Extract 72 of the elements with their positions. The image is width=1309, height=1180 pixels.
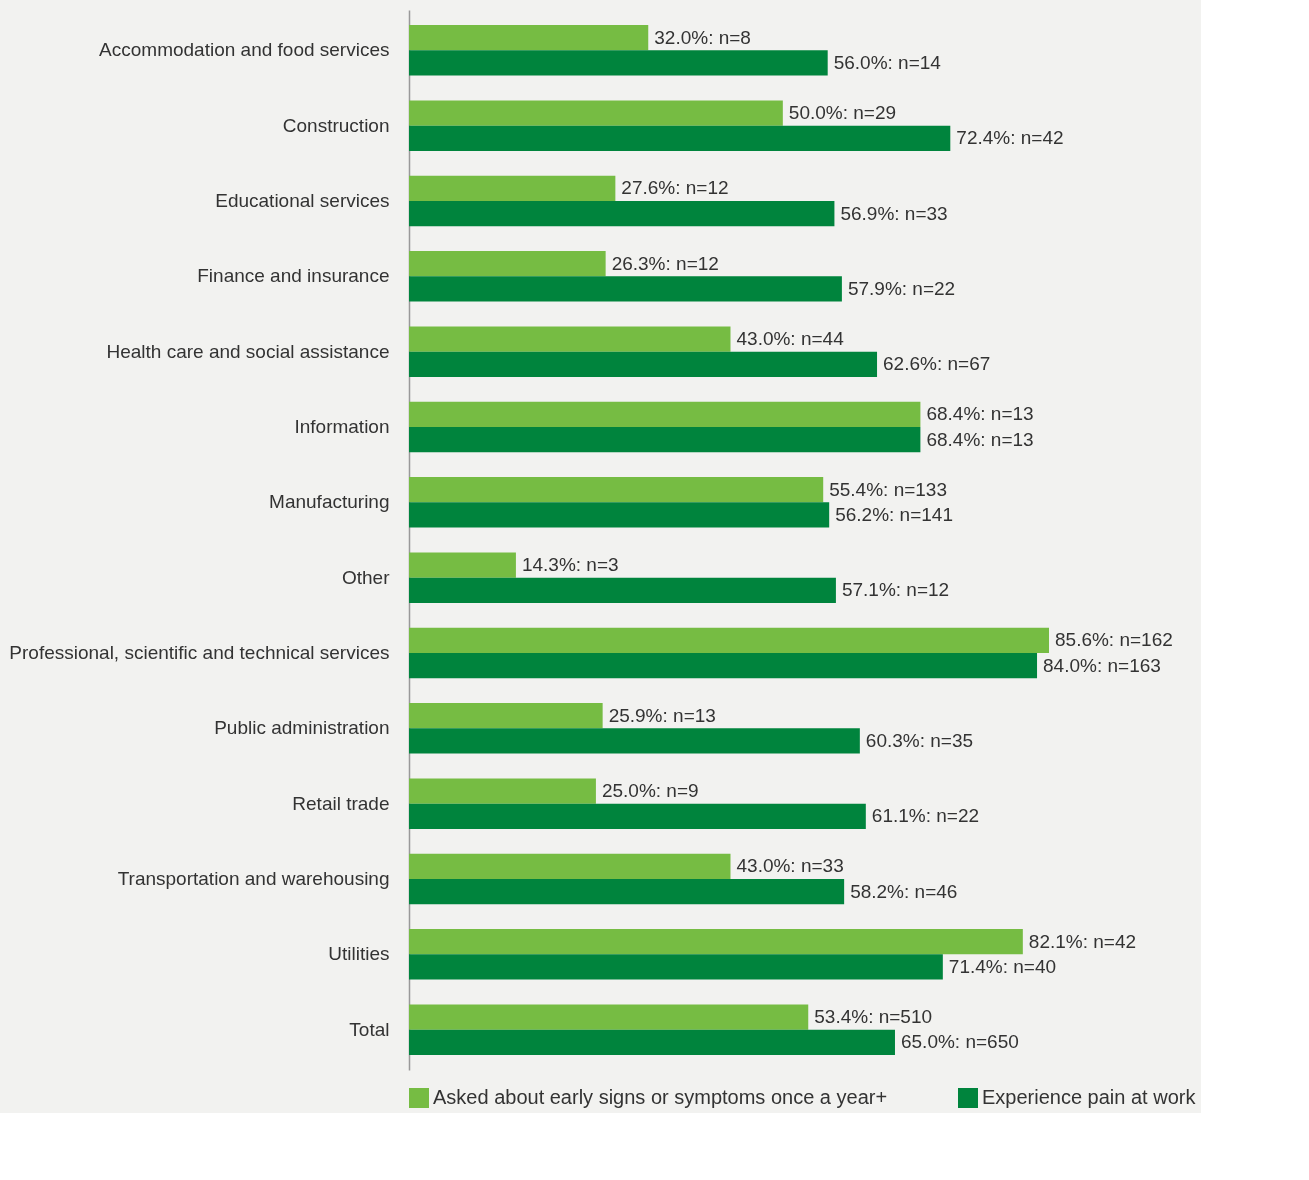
data-label: 82.1%: n=42 <box>1028 930 1137 952</box>
data-label: 56.2%: n=141 <box>835 503 953 525</box>
y-tick-label: Construction <box>282 114 390 136</box>
bar <box>409 502 830 528</box>
bar <box>409 401 921 427</box>
y-tick-label: Other <box>341 566 391 588</box>
legend-label: Experience pain at work <box>982 1086 1197 1108</box>
data-label: 32.0%: n=8 <box>654 26 751 48</box>
data-label: 60.3%: n=35 <box>865 729 974 751</box>
bar <box>409 778 596 804</box>
y-tick-label: Educational services <box>215 189 390 211</box>
y-tick-label: Finance and insurance <box>197 265 390 287</box>
bar <box>409 426 921 453</box>
data-label: 57.1%: n=12 <box>841 579 950 601</box>
data-label: 72.4%: n=42 <box>956 127 1064 149</box>
bar <box>409 1029 895 1055</box>
bar <box>409 326 731 352</box>
data-label: 43.0%: n=33 <box>736 855 844 877</box>
data-label: 56.0%: n=14 <box>833 51 942 73</box>
y-tick-label: Professional, scientific and technical services <box>9 642 390 664</box>
y-tick-label: Manufacturing <box>269 491 390 513</box>
legend-label: Asked about early signs or symptoms once a year+ <box>433 1086 888 1108</box>
bar <box>409 577 836 603</box>
bar <box>409 251 606 277</box>
data-label: 68.4%: n=13 <box>926 403 1034 425</box>
y-tick-label: Public administration <box>214 717 390 739</box>
data-label: 27.6%: n=12 <box>621 177 729 199</box>
bar <box>409 276 842 302</box>
bar <box>409 853 731 880</box>
bar <box>409 50 828 76</box>
data-label: 53.4%: n=510 <box>814 1006 933 1028</box>
bar <box>409 703 603 729</box>
bar <box>409 25 649 51</box>
data-label: 26.3%: n=12 <box>611 252 719 274</box>
data-label: 43.0%: n=44 <box>736 328 845 350</box>
bar <box>409 929 1023 955</box>
data-label: 71.4%: n=40 <box>948 955 1057 977</box>
data-label: 65.0%: n=650 <box>900 1031 1019 1053</box>
bar <box>409 100 783 126</box>
bar <box>409 627 1049 654</box>
data-label: 25.0%: n=9 <box>601 780 699 802</box>
bar <box>409 803 866 829</box>
y-tick-label: Total <box>349 1018 390 1040</box>
y-tick-label: Accommodation and food services <box>99 39 390 61</box>
bar <box>409 954 943 980</box>
bar <box>409 477 824 503</box>
bar <box>409 175 616 201</box>
data-label: 61.1%: n=22 <box>871 805 980 827</box>
data-label: 85.6%: n=162 <box>1055 629 1173 651</box>
bar <box>409 728 860 754</box>
bar <box>409 351 878 377</box>
data-label: 56.9%: n=33 <box>840 202 948 224</box>
bar <box>409 200 835 227</box>
data-label: 57.9%: n=22 <box>847 277 956 299</box>
y-tick-label: Transportation and warehousing <box>117 868 390 890</box>
y-tick-label: Information <box>294 415 390 437</box>
y-tick-label: Utilities <box>328 943 390 965</box>
y-tick-label: Retail trade <box>292 792 390 814</box>
y-tick-label: Health care and social assistance <box>106 340 390 362</box>
data-label: 25.9%: n=13 <box>608 704 716 726</box>
data-label: 50.0%: n=29 <box>788 102 897 124</box>
data-label: 62.6%: n=67 <box>883 353 991 375</box>
bar <box>409 552 516 578</box>
data-label: 68.4%: n=13 <box>926 428 1034 450</box>
data-label: 55.4%: n=133 <box>829 478 947 500</box>
bar <box>409 879 845 905</box>
bar <box>409 125 951 151</box>
data-label: 58.2%: n=46 <box>850 880 958 902</box>
bar <box>409 653 1038 679</box>
bar <box>409 1004 809 1030</box>
data-label: 14.3%: n=3 <box>521 554 619 576</box>
data-label: 84.0%: n=163 <box>1043 654 1161 676</box>
